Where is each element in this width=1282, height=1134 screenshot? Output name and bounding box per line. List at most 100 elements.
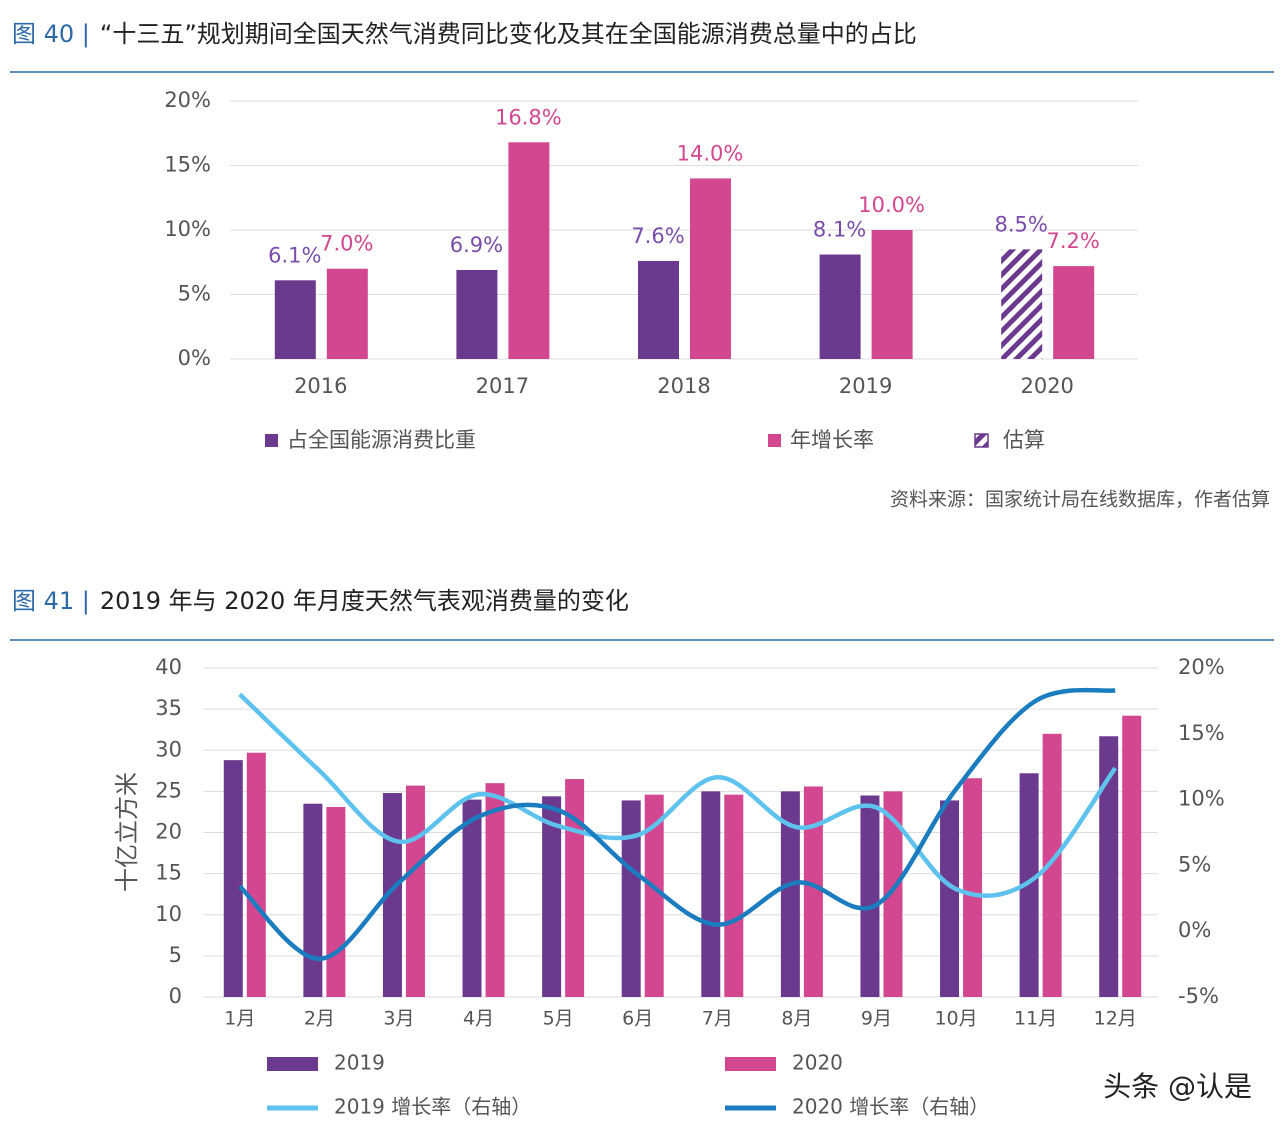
- bar: [883, 791, 903, 997]
- x-tick-label: 2月: [304, 1008, 335, 1030]
- legend-swatch: [265, 434, 278, 447]
- tick-label: 15%: [1178, 721, 1225, 745]
- tick-label: 25: [155, 778, 182, 802]
- tick-label: 15: [155, 861, 182, 885]
- x-tick-label: 2018: [657, 374, 710, 398]
- legend-label: 年增长率: [790, 428, 874, 452]
- bar: [1099, 736, 1119, 997]
- bar: [724, 794, 744, 997]
- bar: [303, 803, 323, 997]
- watermark: 头条 @认是: [1103, 1070, 1252, 1103]
- bar: [542, 796, 562, 997]
- tick-label: 0%: [178, 346, 211, 370]
- tick-label: 35: [155, 696, 182, 720]
- tick-label: 0: [169, 984, 182, 1008]
- tick-label: 10%: [1178, 787, 1225, 811]
- value-label: 16.8%: [495, 105, 562, 129]
- legend-swatch: [974, 433, 989, 448]
- x-tick-label: 5月: [543, 1008, 574, 1030]
- x-tick-label: 11月: [1014, 1008, 1057, 1030]
- value-label: 8.1%: [813, 218, 866, 242]
- tick-label: 40: [155, 655, 182, 679]
- x-tick-label: 4月: [463, 1008, 494, 1030]
- legend-label: 估算: [1003, 428, 1045, 452]
- bar: [1042, 733, 1062, 997]
- bar: [871, 230, 913, 359]
- legend-swatch: [725, 1057, 776, 1071]
- bar: [803, 786, 823, 997]
- bar: [462, 799, 482, 997]
- tick-label: 20%: [1178, 655, 1225, 679]
- bar: [963, 778, 983, 997]
- value-label: 7.0%: [320, 232, 373, 256]
- bar: [223, 760, 243, 997]
- bar: [1053, 266, 1095, 359]
- x-tick-label: 10月: [934, 1008, 977, 1030]
- source: 资料来源：国家统计局在线数据库，作者估算: [890, 489, 1270, 511]
- figure-label: 图 40 |: [12, 20, 90, 48]
- tick-label: 5%: [178, 282, 211, 306]
- value-label: 14.0%: [677, 141, 744, 165]
- bar: [508, 142, 550, 359]
- bar: [456, 269, 498, 359]
- x-tick-label: 2017: [476, 374, 529, 398]
- bar: [860, 795, 880, 997]
- bar: [485, 783, 505, 997]
- value-label: 6.9%: [450, 233, 503, 257]
- tick-label: 20%: [164, 88, 211, 112]
- tick-label: 0%: [1178, 918, 1211, 942]
- value-label: 10.0%: [858, 193, 925, 217]
- x-tick-label: 1月: [224, 1008, 255, 1030]
- figure-label: 图 41 |: [12, 587, 90, 615]
- bar: [644, 794, 664, 997]
- bar: [405, 785, 425, 997]
- x-tick-label: 9月: [861, 1008, 892, 1030]
- chart-title: “十三五”规划期间全国天然气消费同比变化及其在全国能源消费总量中的占比: [100, 20, 917, 48]
- x-tick-label: 2016: [294, 374, 347, 398]
- bar: [621, 800, 641, 997]
- bar: [1122, 715, 1142, 997]
- bar: [565, 779, 585, 997]
- bar: [701, 791, 721, 997]
- tick-label: -5%: [1178, 984, 1219, 1008]
- value-label: 6.1%: [268, 243, 321, 267]
- bar: [780, 791, 800, 997]
- bar: [638, 260, 679, 359]
- x-tick-label: 2019: [839, 374, 892, 398]
- x-tick-label: 6月: [622, 1008, 653, 1030]
- bar: [326, 807, 346, 997]
- bar: [326, 268, 368, 359]
- x-tick-label: 8月: [781, 1008, 812, 1030]
- bar: [690, 178, 731, 359]
- line: [238, 692, 1118, 899]
- y-axis-label: 十亿立方米: [113, 772, 141, 892]
- bar: [246, 752, 266, 997]
- value-label: 8.5%: [995, 212, 1048, 236]
- x-tick-label: 3月: [383, 1008, 414, 1030]
- legend-swatch: [267, 1057, 318, 1071]
- bar: [940, 800, 960, 997]
- value-label: 7.2%: [1047, 229, 1100, 253]
- x-tick-label: 12月: [1094, 1008, 1137, 1030]
- tick-label: 10%: [164, 217, 211, 241]
- legend-label: 2019: [334, 1051, 385, 1075]
- legend-label: 2019 增长率（右轴）: [334, 1095, 531, 1119]
- legend-label: 2020 增长率（右轴）: [792, 1095, 989, 1119]
- chart-title: 2019 年与 2020 年月度天然气表观消费量的变化: [100, 587, 629, 615]
- legend-swatch: [768, 434, 781, 447]
- tick-label: 5%: [1178, 852, 1211, 876]
- tick-label: 30: [155, 737, 182, 761]
- bar: [1019, 773, 1039, 997]
- x-tick-label: 2020: [1020, 374, 1073, 398]
- legend-label: 占全国能源消费比重: [287, 428, 476, 452]
- tick-label: 20: [155, 820, 182, 844]
- tick-label: 10: [155, 902, 182, 926]
- bar: [274, 280, 316, 359]
- line: [238, 687, 1116, 962]
- tick-label: 5: [169, 943, 182, 967]
- value-label: 7.6%: [631, 224, 684, 248]
- bar: [819, 254, 861, 359]
- bar: [1001, 249, 1043, 359]
- legend-label: 2020: [792, 1051, 843, 1075]
